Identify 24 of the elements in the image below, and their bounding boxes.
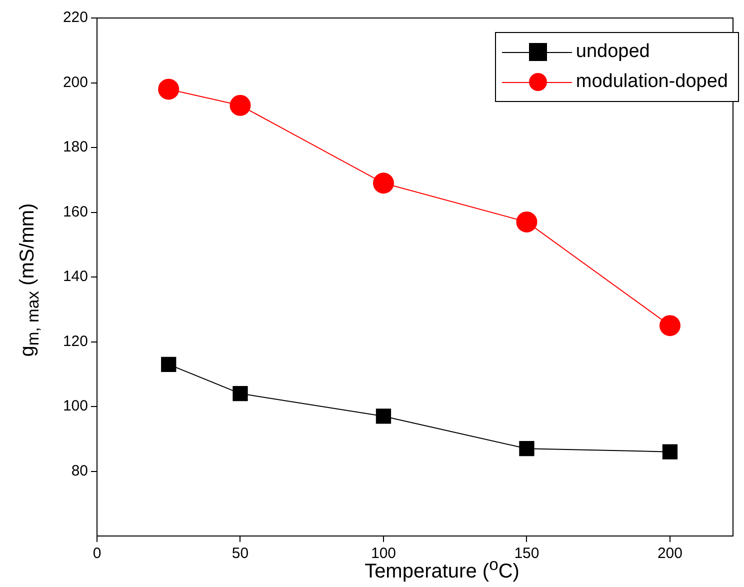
- point: [232, 386, 248, 402]
- point: [516, 211, 538, 232]
- x-tick-label: 200: [657, 545, 682, 562]
- point: [662, 444, 678, 460]
- x-tick-label: 50: [232, 545, 249, 562]
- y-tick-label: 140: [62, 268, 88, 286]
- x-tick-label: 150: [514, 545, 540, 562]
- x-tick-label: 0: [92, 545, 102, 562]
- point: [158, 78, 180, 100]
- point: [519, 441, 534, 456]
- y-tick-label: 120: [62, 332, 88, 350]
- point: [230, 94, 251, 116]
- point: [161, 356, 176, 372]
- point: [372, 172, 394, 194]
- y-tick-label: 80: [71, 462, 88, 480]
- legend-label: modulation-doped: [576, 71, 728, 93]
- y-tick-label: 100: [62, 398, 88, 415]
- y-tick-label: 220: [62, 9, 88, 26]
- point: [376, 408, 392, 424]
- y-tick-label: 160: [62, 203, 88, 220]
- point: [659, 315, 680, 336]
- y-tick-label: 180: [62, 138, 88, 156]
- y-tick-label: 200: [62, 74, 88, 91]
- legend-label: undoped: [576, 41, 650, 63]
